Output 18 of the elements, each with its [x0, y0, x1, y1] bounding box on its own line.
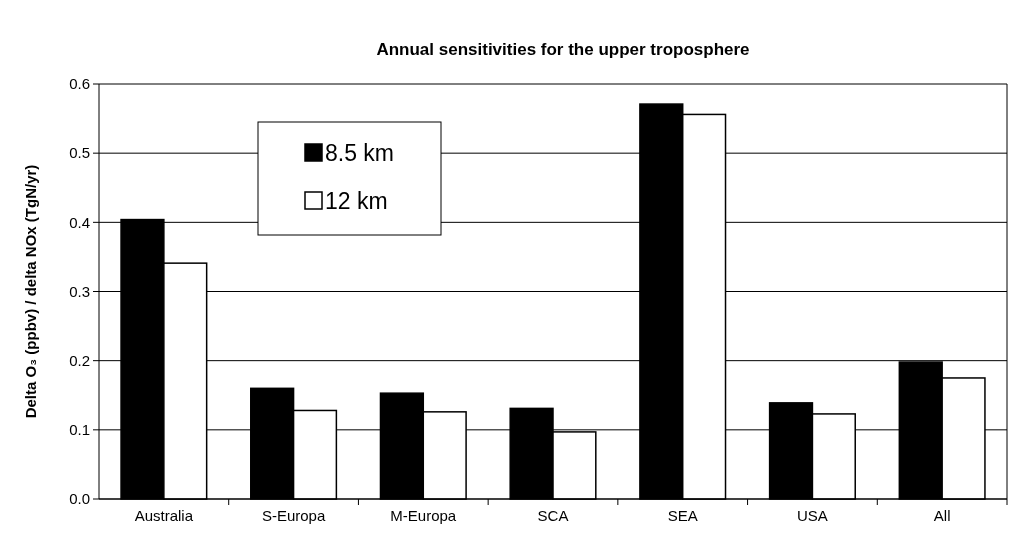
y-axis-title: Delta O₃ (ppbv) / delta NOx (TgN/yr): [22, 164, 39, 419]
y-tick-label: 0.5: [69, 144, 90, 162]
y-tick-label: 0.1: [69, 421, 90, 439]
legend-label: 8.5 km: [325, 140, 395, 167]
x-tick-label: Australia: [134, 507, 194, 524]
x-tick-label: SEA: [667, 507, 698, 524]
chart-title: Annual sensitivities for the upper troposphere: [376, 40, 750, 59]
x-tick-label: All: [933, 507, 951, 524]
y-tick-label: 0.6: [69, 75, 90, 93]
x-tick-label: USA: [797, 507, 828, 524]
x-tick-label: SCA: [537, 507, 569, 524]
y-tick-label: 0.2: [69, 351, 90, 369]
x-tick-label: S-Europa: [261, 507, 326, 524]
y-tick-label: 0.3: [69, 282, 90, 300]
x-tick-label: M-Europa: [390, 507, 457, 524]
y-tick-label: 0.4: [69, 213, 90, 231]
y-tick-label: 0.0: [69, 490, 90, 508]
legend-label: 12 km: [325, 188, 388, 215]
